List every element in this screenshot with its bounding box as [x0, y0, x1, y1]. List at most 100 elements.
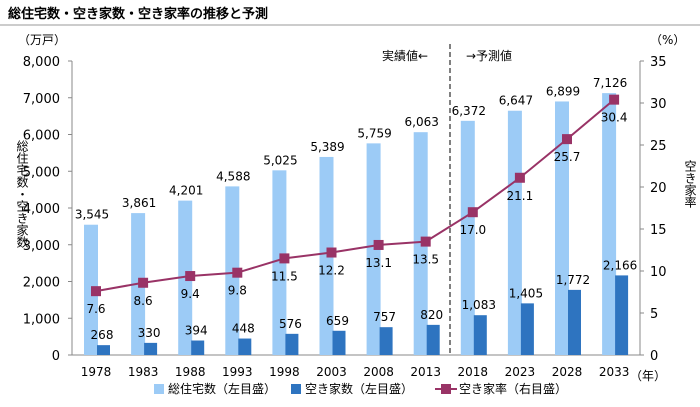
right-tick-label: 30: [650, 97, 667, 112]
rate-label: 8.6: [134, 294, 153, 308]
vacant-label: 268: [91, 328, 114, 342]
x-tick-label: 1983: [128, 365, 159, 379]
total-bar: [507, 110, 522, 355]
rate-marker: [326, 247, 337, 258]
rate-marker: [562, 134, 572, 145]
rate-marker: [232, 267, 243, 278]
x-tick-label: 1978: [81, 365, 112, 379]
left-tick-label: 2,000: [23, 276, 60, 291]
vacant-bar: [238, 338, 252, 355]
legend-total-swatch: [154, 384, 164, 394]
rate-label: 25.7: [554, 150, 581, 164]
vacant-label: 394: [185, 324, 208, 338]
vacant-label: 448: [232, 322, 255, 336]
rate-marker: [514, 172, 525, 183]
vacant-bar: [473, 315, 487, 355]
total-label: 7,126: [593, 76, 627, 90]
rate-marker: [420, 236, 431, 247]
right-tick-label: 25: [650, 139, 667, 154]
right-axis-title: 空き家率: [683, 160, 697, 208]
x-tick-label: 2008: [363, 365, 394, 379]
legend-rate-marker: [441, 384, 451, 394]
x-tick-label: 1993: [222, 365, 253, 379]
vacant-label: 2,166: [603, 258, 637, 272]
rate-label: 12.2: [318, 264, 345, 278]
vacant-label: 659: [326, 314, 349, 328]
x-tick-label: 2003: [316, 365, 347, 379]
rate-marker: [91, 286, 101, 297]
rate-line: [95, 98, 615, 293]
total-label: 6,899: [546, 84, 580, 98]
right-tick-label: 0: [650, 349, 658, 364]
right-tick-label: 10: [650, 265, 667, 280]
rate-label: 9.8: [228, 284, 247, 298]
rate-label: 9.4: [181, 287, 200, 301]
left-axis-title: 総住宅数・空き家数: [15, 140, 29, 249]
vacant-label: 330: [138, 326, 161, 340]
actual-annotation: 実績値←: [382, 48, 428, 63]
left-tick-label: 5,000: [23, 165, 60, 180]
vacant-bar: [144, 342, 158, 355]
x-tick-label: 2033: [599, 365, 630, 379]
vacant-bar: [379, 327, 393, 355]
right-axis-unit: （%）: [650, 33, 685, 47]
right-tick-label: 20: [650, 181, 667, 196]
total-label: 5,759: [357, 126, 391, 140]
total-label: 4,201: [169, 184, 203, 198]
total-label: 6,063: [405, 115, 439, 129]
vacant-bar: [568, 289, 581, 355]
legend-vacant-swatch: [291, 384, 301, 394]
chart-title: 総住宅数・空き家数・空き家率の推移と予測: [8, 6, 268, 22]
vacant-label: 1,083: [462, 298, 496, 312]
left-tick-label: 8,000: [23, 55, 60, 70]
vacant-bar: [285, 333, 299, 355]
total-label: 5,025: [263, 153, 297, 167]
left-tick-label: 6,000: [23, 129, 60, 144]
left-tick-label: 0: [52, 349, 60, 364]
vacant-label: 576: [279, 317, 302, 331]
rate-label: 11.5: [271, 269, 298, 283]
rate-label: 30.4: [601, 111, 628, 125]
vacant-bar: [426, 324, 440, 355]
rate-label: 13.5: [412, 253, 439, 267]
rate-marker: [279, 253, 290, 264]
forecast-annotation: →予測値: [466, 48, 512, 63]
vacant-bar: [191, 340, 205, 355]
left-tick-label: 7,000: [23, 92, 60, 107]
x-tick-label: 2013: [410, 365, 441, 379]
left-tick-label: 1,000: [23, 312, 60, 327]
rate-marker: [467, 207, 478, 218]
x-tick-label: 2023: [505, 365, 536, 379]
x-tick-label: 2028: [552, 365, 583, 379]
total-bar: [602, 93, 617, 355]
left-axis-unit: （万戸）: [18, 33, 66, 47]
left-tick-label: 3,000: [23, 239, 60, 254]
x-tick-label: 1988: [175, 365, 206, 379]
total-label: 3,545: [75, 208, 109, 222]
legend-total: 総住宅数（左目盛）: [168, 381, 276, 396]
rate-marker: [373, 239, 384, 250]
vacant-bar: [97, 345, 110, 355]
x-tick-label: 1998: [269, 365, 300, 379]
x-axis-label: （年）: [630, 369, 666, 383]
total-label: 4,588: [216, 169, 250, 183]
right-tick-label: 35: [650, 55, 667, 70]
vacant-bar: [332, 330, 346, 355]
total-label: 6,647: [499, 94, 533, 108]
vacant-bar: [520, 303, 534, 355]
rate-label: 7.6: [86, 302, 105, 316]
x-tick-label: 2018: [458, 365, 489, 379]
total-label: 5,389: [310, 140, 344, 154]
rate-label: 13.1: [365, 256, 392, 270]
rate-label: 17.0: [459, 223, 486, 237]
right-tick-label: 5: [650, 307, 658, 322]
total-bar: [555, 101, 569, 355]
total-label: 3,861: [122, 196, 156, 210]
rate-label: 21.1: [507, 189, 534, 203]
rate-marker: [185, 271, 196, 282]
legend-vacant: 空き家数（左目盛）: [305, 381, 413, 396]
vacant-label: 1,405: [509, 286, 543, 300]
vacant-label: 820: [420, 308, 443, 322]
